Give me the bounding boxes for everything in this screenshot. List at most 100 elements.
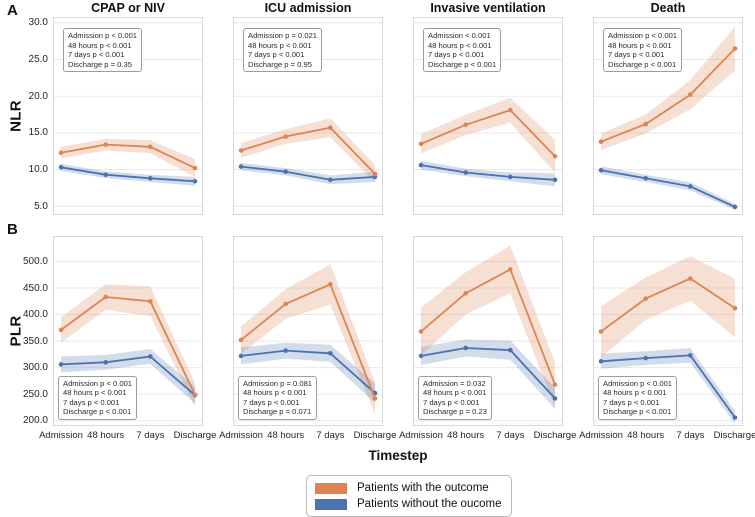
annotation-line: Admission p < 0.001 bbox=[63, 378, 133, 388]
column-title-ventilation: Invasive ventilation bbox=[430, 1, 546, 15]
annotation-line: 7 days p < 0.001 bbox=[68, 50, 125, 60]
annotation-line: 7 days p < 0.001 bbox=[243, 397, 300, 407]
data-point bbox=[598, 359, 604, 364]
series-line bbox=[60, 166, 196, 183]
y-tick-label: 5.0 bbox=[34, 200, 48, 212]
pvalue-annotation: Admission = 0.032 48 hours p < 0.001 7 day… bbox=[418, 375, 492, 420]
legend-swatch-with-outcome-icon bbox=[315, 482, 347, 494]
data-point bbox=[463, 345, 468, 351]
data-point bbox=[148, 354, 153, 359]
data-point bbox=[283, 301, 288, 307]
series-line bbox=[240, 165, 376, 181]
annotation-line: 7 days p < 0.001 bbox=[63, 397, 120, 407]
data-point bbox=[103, 360, 108, 365]
data-point bbox=[598, 168, 604, 173]
data-point bbox=[58, 165, 64, 170]
x-tick-label: 48 hours bbox=[267, 430, 305, 441]
data-point bbox=[148, 299, 153, 304]
panel-nlr-death: Admission p < 0.001 48 hours p < 0.001 7 d… bbox=[593, 17, 743, 215]
pvalue-annotation: Admission p < 0.001 48 hours p < 0.001 7 d… bbox=[598, 375, 678, 420]
confidence-band bbox=[61, 284, 195, 407]
series-line bbox=[600, 277, 736, 333]
data-point bbox=[103, 172, 108, 177]
series-line bbox=[420, 109, 556, 157]
panel-nlr-icu: Admission p = 0.021 48 hours p < 0.001 7 d… bbox=[233, 17, 383, 215]
data-point bbox=[192, 392, 198, 397]
x-tick-label: Admission bbox=[219, 430, 263, 441]
data-point bbox=[688, 92, 693, 97]
panel-plot bbox=[413, 17, 563, 215]
annotation-line: 7 days p < 0.001 bbox=[428, 50, 485, 60]
data-point bbox=[643, 176, 648, 181]
series-line bbox=[60, 296, 196, 396]
confidence-band bbox=[61, 138, 195, 177]
y-tick-label: 200.0 bbox=[22, 415, 48, 427]
confidence-band bbox=[241, 162, 375, 185]
confidence-band bbox=[421, 97, 555, 173]
series-line bbox=[60, 355, 196, 396]
legend-swatch-without-outcome-icon bbox=[315, 498, 347, 510]
panel-plr-ventilation: Admission = 0.032 48 hours p < 0.001 7 day… bbox=[413, 236, 563, 426]
panel-border bbox=[233, 236, 383, 426]
x-tick-label: Admission bbox=[399, 430, 443, 441]
panel-border bbox=[593, 17, 743, 215]
annotation-line: 48 hours p < 0.001 bbox=[603, 388, 667, 398]
data-point bbox=[508, 347, 513, 353]
x-tick-label: 7 days bbox=[136, 430, 165, 441]
column-title-death: Death bbox=[650, 1, 686, 15]
annotation-line: 48 hours p < 0.001 bbox=[248, 40, 312, 50]
y-tick-label: 25.0 bbox=[28, 54, 48, 66]
annotation-line: Admission p < 0.001 bbox=[68, 31, 138, 40]
panel-label-a: A bbox=[7, 2, 18, 19]
data-point bbox=[328, 282, 333, 287]
annotation-line: 48 hours p < 0.001 bbox=[423, 388, 487, 398]
data-point bbox=[58, 327, 64, 333]
data-point bbox=[238, 164, 244, 169]
annotation-line: 48 hours p < 0.001 bbox=[243, 388, 307, 398]
panel-plot bbox=[53, 236, 203, 426]
x-axis-title: Timestep bbox=[368, 448, 428, 463]
series-line bbox=[60, 143, 196, 169]
annotation-line: 7 days p < 0.001 bbox=[608, 50, 665, 60]
annotation-line: 48 hours p < 0.001 bbox=[63, 388, 127, 398]
confidence-band bbox=[241, 264, 375, 415]
confidence-band bbox=[601, 348, 735, 424]
panel-border bbox=[233, 17, 383, 215]
x-tick-label: Discharge bbox=[533, 430, 577, 441]
column-title-icu: ICU admission bbox=[264, 1, 352, 15]
column-title-cpap: CPAP or NIV bbox=[91, 1, 165, 15]
annotation-line: Discharge p = 0.35 bbox=[68, 59, 132, 69]
data-point bbox=[508, 174, 513, 180]
data-point bbox=[552, 396, 558, 401]
series-line bbox=[600, 47, 736, 143]
series-line bbox=[420, 164, 556, 181]
data-point bbox=[643, 296, 648, 301]
panel-nlr-cpap: Admission p < 0.001 48 hours p < 0.001 7 d… bbox=[53, 17, 203, 215]
y-tick-label: 500.0 bbox=[22, 255, 48, 267]
data-point bbox=[688, 276, 693, 281]
confidence-band bbox=[421, 245, 555, 407]
series-line bbox=[240, 126, 376, 175]
data-point bbox=[508, 107, 513, 113]
data-point bbox=[732, 415, 738, 420]
data-point bbox=[283, 169, 288, 174]
data-point bbox=[418, 353, 424, 359]
data-point bbox=[372, 171, 378, 177]
data-point bbox=[192, 179, 198, 184]
y-tick-label: 20.0 bbox=[28, 90, 48, 102]
data-point bbox=[552, 177, 558, 183]
data-point bbox=[598, 139, 604, 144]
annotation-line: 7 days p < 0.001 bbox=[603, 397, 660, 407]
data-point bbox=[732, 46, 738, 51]
annotation-line: Discharge p = 0.071 bbox=[243, 407, 312, 417]
series-line bbox=[420, 268, 556, 385]
panel-border bbox=[413, 17, 563, 215]
data-point bbox=[463, 170, 468, 175]
panel-plr-icu: Admission p = 0.081 48 hours p < 0.001 7 d… bbox=[233, 236, 383, 426]
y-tick-label: 10.0 bbox=[28, 164, 48, 176]
data-point bbox=[552, 382, 558, 387]
data-point bbox=[463, 122, 468, 128]
data-point bbox=[598, 329, 604, 334]
x-tick-label: 48 hours bbox=[447, 430, 485, 441]
y-tick-label: 250.0 bbox=[22, 388, 48, 400]
